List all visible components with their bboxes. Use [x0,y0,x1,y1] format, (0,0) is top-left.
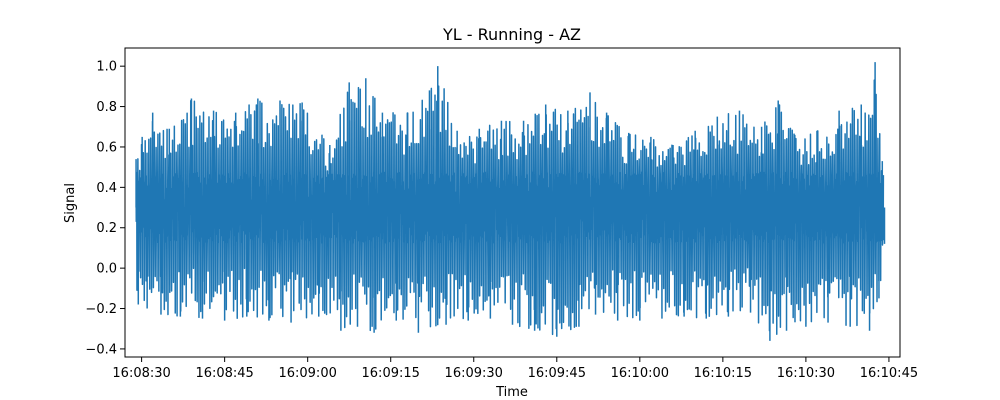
y-tick-label: 1.0 [96,60,117,75]
x-axis: 16:08:30 16:08:45 16:09:00 16:09:15 16:09:30… [112,357,918,381]
x-tick-label: 16:09:15 [362,366,420,381]
plot-frame [124,47,901,358]
y-axis-label: Signal [63,183,78,223]
series-group [135,62,886,341]
y-tick-label: −0.4 [85,342,117,357]
y-tick-label: 0.8 [96,100,117,115]
series-line-0 [135,62,886,341]
plot-area [124,47,901,358]
y-tick-label: 0.2 [96,221,117,236]
chart-title: YL - Running - AZ [442,25,581,44]
x-axis-label: Time [495,385,528,400]
y-tick-label: 0.4 [96,181,117,196]
y-tick-label: −0.2 [85,302,117,317]
x-tick-label: 16:10:15 [694,366,752,381]
y-axis: −0.4 −0.2 0.0 0.2 0.4 0.6 0.8 1.0 [85,60,125,357]
x-tick-label: 16:10:00 [611,366,669,381]
y-tick-label: 0.6 [96,140,117,155]
x-tick-label: 16:10:45 [860,366,918,381]
x-tick-label: 16:09:30 [445,366,503,381]
x-tick-label: 16:09:00 [278,366,336,381]
x-tick-label: 16:08:45 [195,366,253,381]
x-tick-label: 16:10:30 [777,366,835,381]
x-tick-label: 16:08:30 [112,366,170,381]
y-tick-label: 0.0 [96,262,117,277]
x-tick-label: 16:09:45 [528,366,586,381]
